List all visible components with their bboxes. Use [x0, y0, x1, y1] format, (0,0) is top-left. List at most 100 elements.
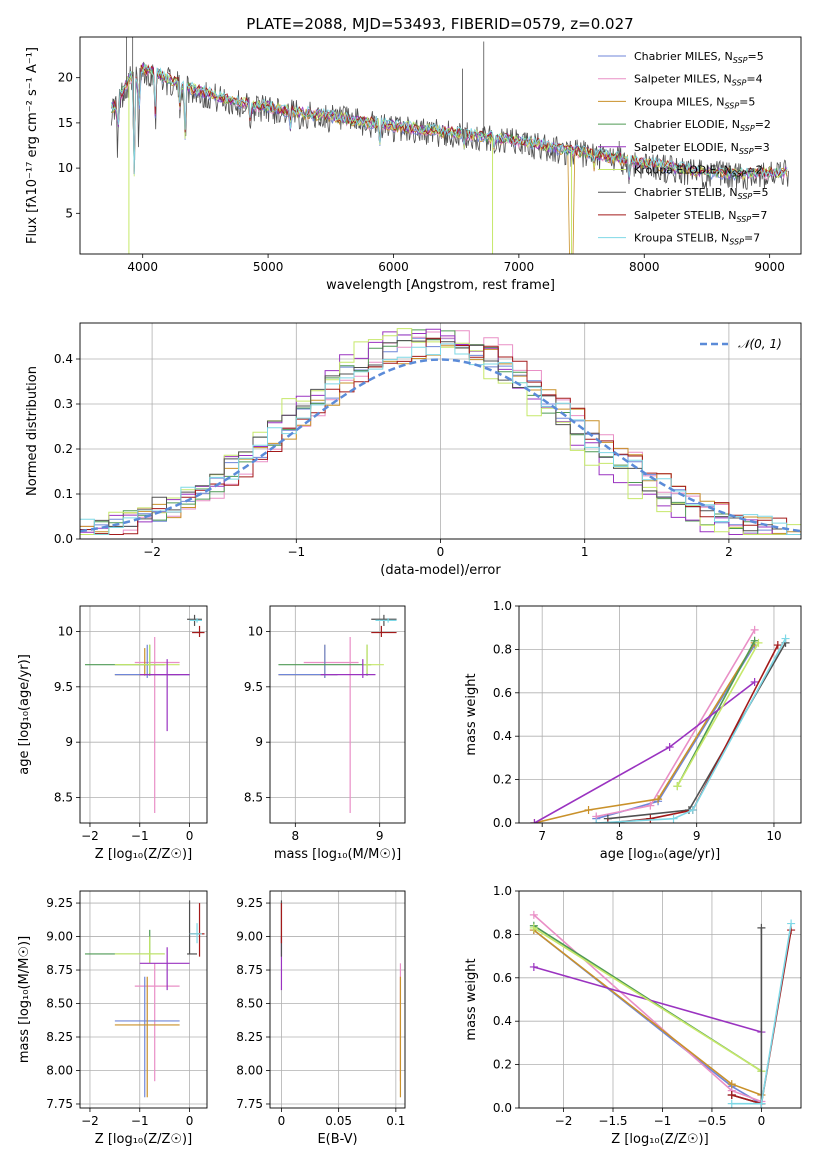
legend-separator: , — [725, 118, 732, 131]
legend-entry: Kroupa ELODIE, NSSP=2 — [634, 164, 763, 179]
histogram-step-series — [80, 343, 801, 535]
panel-mass-weight-vs-age: 7 8 9 10 0.0 0.2 0.4 0.6 0.8 1.0 age [log₁₀(age/yr… — [464, 599, 802, 862]
mass-weight-marker — [773, 641, 782, 650]
errorbar-point — [371, 625, 397, 637]
panel-age-vs-mass: 8 9 8.5 9 9.5 10 mass [log₁₀(M/M☉)] — [244, 605, 406, 862]
y-tick-label: 0.4 — [493, 729, 512, 743]
x-tick-label: 0 — [186, 1114, 194, 1128]
plot-area — [80, 328, 801, 535]
x-tick-label: 0 — [186, 829, 194, 843]
errorbar-point — [189, 923, 203, 944]
errorbar-point — [139, 947, 190, 991]
mass-weight-marker — [750, 677, 759, 686]
legend-separator: , — [714, 232, 721, 245]
axes-frame — [79, 605, 208, 824]
y-tick-label: 7.75 — [236, 1097, 263, 1111]
normal-reference-curve — [80, 358, 801, 533]
x-axis-label: age [log₁₀(age/yr)] — [600, 847, 721, 862]
mass-weight-marker — [750, 625, 759, 634]
y-axis-label: age [log₁₀(age/yr)] — [17, 654, 32, 775]
mass-weight-marker — [787, 919, 796, 928]
axes-frame — [79, 890, 208, 1109]
legend-separator: , — [716, 164, 723, 177]
y-tick-label: 1.0 — [493, 599, 512, 613]
x-tick-label: 2 — [725, 545, 733, 559]
errorbar-point — [189, 618, 203, 623]
y-tick-label: 8.5 — [54, 791, 73, 805]
legend-separator: , — [718, 50, 725, 63]
y-tick-label: 8.00 — [236, 1063, 263, 1077]
x-tick-label: 5000 — [253, 260, 284, 274]
y-tick-label: 5 — [65, 206, 73, 220]
legend-subscript: SSP — [738, 192, 753, 201]
mass-weight-marker — [646, 801, 655, 810]
mass-weight-marker — [665, 743, 674, 752]
y-tick-label: 8.75 — [236, 963, 263, 977]
x-tick-label: 0 — [278, 1114, 286, 1128]
legend-model: Salpeter MILES — [634, 73, 716, 86]
x-tick-label: 8000 — [629, 260, 660, 274]
errorbar-point — [114, 644, 190, 678]
legend-subscript: SSP — [732, 170, 747, 179]
reference-legend-label: 𝒩(0, 1) — [738, 337, 782, 351]
x-axis-label: wavelength [Angstrom, rest frame] — [326, 278, 555, 293]
errorbar-point — [114, 976, 180, 1098]
errorbar-point — [114, 936, 165, 964]
x-tick-label: −1 — [131, 829, 149, 843]
legend-value: =5 — [747, 50, 763, 63]
x-tick-label: −2 — [555, 1114, 573, 1128]
x-tick-label: −2 — [81, 829, 99, 843]
mass-weight-marker — [654, 795, 663, 804]
panel-mass-weight-vs-Z: −2 −1.5 −1 −0.5 0 0.0 0.2 0.4 0.6 0.8 1.0 Z [log₁₀(… — [464, 884, 802, 1147]
legend-n: N — [732, 118, 740, 131]
x-tick-label: 9 — [376, 829, 384, 843]
errorbar-point — [187, 900, 198, 955]
y-tick-label: 0.4 — [493, 1014, 512, 1028]
y-tick-label: 7.75 — [46, 1097, 73, 1111]
y-axis-label: mass weight — [464, 673, 479, 755]
axes-frame — [79, 322, 802, 540]
y-tick-label: 8.25 — [236, 1030, 263, 1044]
legend-subscript: SSP — [729, 238, 744, 247]
y-tick-label: 0.2 — [54, 442, 73, 456]
mass-weight-marker — [781, 634, 790, 643]
plot-area — [84, 614, 205, 814]
mass-weight-marker — [688, 805, 697, 814]
y-tick-label: 0.0 — [493, 1101, 512, 1115]
legend-subscript: SSP — [740, 124, 755, 133]
legend-entry: Kroupa STELIB, NSSP=7 — [634, 232, 760, 247]
panel-residual-histogram: −2 −1 0 1 2 0.0 0.1 0.2 0.3 0.4 (data-model)/error… — [25, 322, 802, 578]
legend-subscript: SSP — [732, 79, 747, 88]
y-axis-label: mass weight — [464, 958, 479, 1040]
legend-entry: Kroupa MILES, NSSP=5 — [634, 95, 755, 110]
x-tick-label: 0.1 — [386, 1114, 405, 1128]
legend-entry: Chabrier ELODIE, NSSP=2 — [634, 118, 771, 133]
histogram-step-series — [80, 329, 801, 535]
x-axis-label: Z [log₁₀(Z/Z☉)] — [95, 847, 192, 862]
mass-weight-series-line — [533, 929, 762, 1096]
errorbar-point — [134, 637, 180, 814]
mass-weight-marker — [529, 962, 538, 971]
legend-subscript: SSP — [736, 215, 751, 224]
errorbar-point — [134, 963, 180, 1082]
panel-spectrum: 4000 5000 6000 7000 8000 9000 5 10 15 20 wavelengt… — [25, 36, 802, 293]
errorbar-point — [84, 929, 165, 964]
legend-value: =5 — [739, 95, 755, 108]
errorbar-point — [303, 637, 359, 814]
panel-mass-vs-Z: −2 −1 0 7.75 8.00 8.25 8.50 8.75 9.00 9.25 Z [log₁… — [17, 890, 208, 1147]
panel-mass-vs-EBV: 0 0.05 0.1 7.75 8.00 8.25 8.50 8.75 9.00 9.25 E(B-… — [236, 890, 406, 1147]
x-tick-label: 7 — [538, 829, 546, 843]
axes-frame — [518, 605, 802, 824]
y-tick-label: 9.25 — [236, 896, 263, 910]
legend-separator: , — [716, 73, 723, 86]
legend-model: Kroupa ELODIE — [634, 164, 716, 177]
y-tick-label: 9.00 — [236, 930, 263, 944]
errorbar-point — [192, 625, 205, 637]
mass-weight-marker — [529, 923, 538, 932]
errorbar-point — [84, 644, 165, 676]
plot-area — [529, 910, 796, 1108]
y-tick-label: 1.0 — [493, 884, 512, 898]
axes-frame — [79, 36, 802, 255]
x-axis-label: Z [log₁₀(Z/Z☉)] — [611, 1132, 708, 1147]
x-tick-label: 10 — [766, 829, 781, 843]
